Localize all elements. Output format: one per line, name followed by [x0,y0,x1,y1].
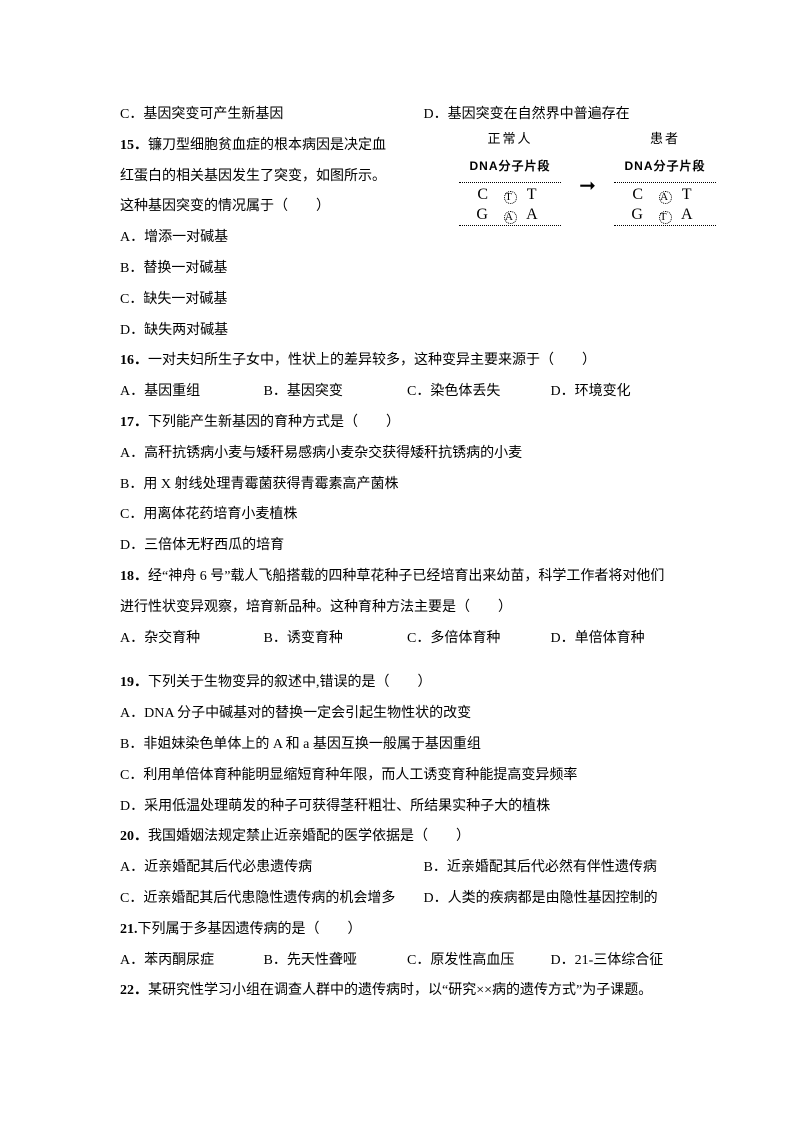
q17-option-d: D．三倍体无籽西瓜的培育 [120,531,700,562]
q16-option-d: D．环境变化 [551,377,691,408]
q22-number: 22． [120,983,148,998]
q21-stem: 下列属于多基因遗传病的是（ ） [138,922,362,937]
dna-patient-bot: G T A [610,207,720,223]
q19-number: 19． [120,675,148,690]
q20-option-c: C．近亲婚配其后代患隐性遗传病的机会增多 [120,884,420,915]
q21-option-b: B．先天性聋哑 [264,946,404,977]
q22-stem: 某研究性学习小组在调查人群中的遗传病时，以“研究××病的遗传方式”为子课题。 [148,983,652,998]
q15-number: 15． [120,138,148,153]
dna-normal-label2: DNA分子片段 [455,153,565,179]
q19-option-b: B．非姐妹染色单体上的 A 和 a 基因互换一般属于基因重组 [120,730,700,761]
q20-stem: 我国婚姻法规定禁止近亲婚配的医学依据是（ ） [148,829,470,844]
q20-option-d: D．人类的疾病都是由隐性基因控制的 [424,884,658,915]
q21-option-c: C．原发性高血压 [407,946,547,977]
q15-stem1: 镰刀型细胞贫血症的根本病因是决定血 [148,138,386,153]
q18-stem2: 进行性状变异观察，培育新品种。这种育种方法主要是（ ） [120,593,700,624]
q21-number: 21. [120,922,138,937]
q17-stem: 下列能产生新基因的育种方式是（ ） [148,415,400,430]
q18-option-d: D．单倍体育种 [551,624,691,655]
q19-option-d: D．采用低温处理萌发的种子可获得茎秆粗壮、所结果实种子大的植株 [120,792,700,823]
q18-stem1: 经“神舟 6 号”载人飞船搭载的四种草花种子已经培育出来幼苗，科学工作者将对他们 [148,569,664,584]
dna-diagram: 正常人 DNA分子片段 C T T G A A ➞ 患者 DNA分子片段 C A… [455,125,720,228]
dna-patient-label2: DNA分子片段 [610,153,720,179]
q16-option-c: C．染色体丢失 [407,377,547,408]
q21-option-a: A．苯丙酮尿症 [120,946,260,977]
q18-number: 18． [120,569,148,584]
q15-option-b: B．替换一对碱基 [120,254,700,285]
q19-option-c: C．利用单倍体育种能明显缩短育种年限，而人工诱变育种能提高变异频率 [120,761,700,792]
q18-option-b: B．诱变育种 [264,624,404,655]
q15-option-c: C．缺失一对碱基 [120,285,700,316]
q20-option-b: B．近亲婚配其后代必然有伴性遗传病 [424,853,657,884]
q18-option-a: A．杂交育种 [120,624,260,655]
q21-option-d: D．21-三体综合征 [551,946,711,977]
dna-patient-top: C A T [610,187,720,203]
q16-option-b: B．基因突变 [264,377,404,408]
dna-normal-top: C T T [455,187,565,203]
q16-option-a: A．基因重组 [120,377,260,408]
q16-number: 16． [120,353,148,368]
q17-number: 17． [120,415,148,430]
dna-normal-bot: G A A [455,207,565,223]
q15-option-d: D．缺失两对碱基 [120,316,700,347]
q17-option-a: A．高秆抗锈病小麦与矮秆易感病小麦杂交获得矮秆抗锈病的小麦 [120,439,700,470]
q18-option-c: C．多倍体育种 [407,624,547,655]
q20-number: 20． [120,829,148,844]
q14-option-d: D．基因突变在自然界中普遍存在 [424,100,630,131]
q15-option-a: A．增添一对碱基 [120,223,700,254]
q19-stem: 下列关于生物变异的叙述中,错误的是（ ） [148,675,432,690]
q14-option-c: C．基因突变可产生新基因 [120,100,420,131]
q17-option-b: B．用 X 射线处理青霉菌获得青霉素高产菌株 [120,470,700,501]
q16-stem: 一对夫妇所生子女中，性状上的差异较多，这种变异主要来源于（ ） [148,353,596,368]
q19-option-a: A．DNA 分子中碱基对的替换一定会引起生物性状的改变 [120,699,700,730]
dna-arrow-icon: ➞ [575,164,600,208]
q17-option-c: C．用离体花药培育小麦植株 [120,500,700,531]
q20-option-a: A．近亲婚配其后代必患遗传病 [120,853,420,884]
